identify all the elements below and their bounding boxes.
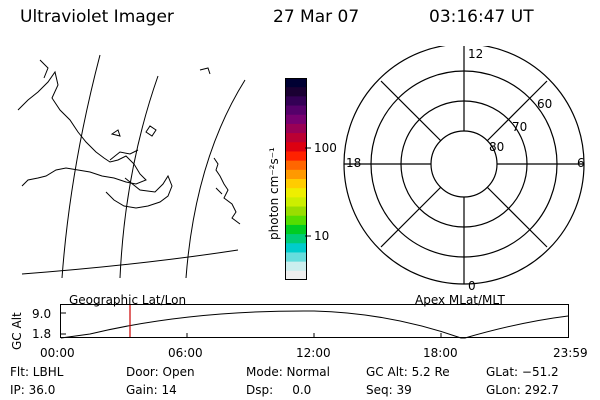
colorbar-border xyxy=(285,78,307,280)
colorbar-segment xyxy=(285,261,307,272)
filter-status: Flt: LBHL xyxy=(10,365,64,379)
door-status: Door: Open xyxy=(126,365,195,379)
ip-status: IP: 36.0 xyxy=(10,383,56,397)
gain-status: Gain: 14 xyxy=(126,383,177,397)
mlt-label-0: 0 xyxy=(468,279,476,293)
colorbar-segment xyxy=(285,234,307,244)
colorbar-segment xyxy=(285,96,307,107)
colorbar-segment xyxy=(285,197,307,208)
geographic-coords-title: Geographic Lat/Lon xyxy=(69,293,187,307)
mlt-label-12: 12 xyxy=(468,47,484,61)
colorbar-segment xyxy=(285,133,307,143)
colorbar-segment xyxy=(285,142,307,152)
mode-status: Mode: Normal xyxy=(246,365,330,379)
colorbar-segment xyxy=(285,243,307,253)
mlt-label-18: 18 xyxy=(346,156,362,170)
alt-tick-9: 9.0 xyxy=(32,307,52,321)
colorbar-segment xyxy=(285,123,307,134)
colorbar-segment xyxy=(285,206,307,217)
time-tick-0000: 00:00 xyxy=(40,346,75,360)
colorbar-tick-100: 100 xyxy=(314,141,337,155)
glon-status: GLon: 292.7 xyxy=(486,383,559,397)
gc-alt-status: GC Alt: 5.2 Re xyxy=(366,365,450,379)
mlat-label-60: 60 xyxy=(537,97,553,111)
colorbar-segment xyxy=(285,151,307,162)
colorbar-segment xyxy=(285,87,307,97)
glat-status: GLat: −51.2 xyxy=(486,365,559,379)
alt-tick-1-8: 1.8 xyxy=(32,327,52,341)
time-tick-1800: 18:00 xyxy=(423,346,458,360)
colorbar-segment xyxy=(285,270,307,280)
colorbar-segment xyxy=(285,252,307,263)
colorbar-segment xyxy=(285,169,307,180)
colorbar-tick-10: 10 xyxy=(314,229,330,243)
mlat-label-80: 80 xyxy=(489,140,505,154)
intensity-colorbar xyxy=(285,78,307,280)
mlat-label-70: 70 xyxy=(512,120,528,134)
time-tick-0600: 06:00 xyxy=(168,346,203,360)
colorbar-segment xyxy=(285,179,307,189)
colorbar-segment xyxy=(285,114,307,125)
mlt-label-6: 6 xyxy=(577,156,585,170)
instrument-title: Ultraviolet Imager xyxy=(20,7,174,27)
time-tick-1200: 12:00 xyxy=(296,346,331,360)
geographic-map xyxy=(17,54,246,279)
colorbar-segment xyxy=(285,224,307,235)
colorbar-segment xyxy=(285,215,307,226)
gc-alt-axis-label: GC Alt xyxy=(10,312,24,350)
polar-mlat-mlt-grid xyxy=(343,46,585,285)
colorbar-segment xyxy=(285,188,307,198)
time-tick-2359: 23:59 xyxy=(553,346,588,360)
colorbar-unit-label: photon cm⁻²s⁻¹ xyxy=(267,147,281,240)
colorbar-ticks xyxy=(305,147,311,237)
apex-coords-title: Apex MLat/MLT xyxy=(415,293,505,307)
altitude-timeline-plot xyxy=(60,304,569,339)
seq-status: Seq: 39 xyxy=(366,383,412,397)
dsp-status: Dsp: 0.0 xyxy=(246,383,312,397)
time-label: 03:16:47 UT xyxy=(429,7,534,27)
colorbar-segment xyxy=(285,78,307,88)
date-label: 27 Mar 07 xyxy=(273,7,360,27)
colorbar-segment xyxy=(285,105,307,116)
colorbar-segment xyxy=(285,160,307,171)
